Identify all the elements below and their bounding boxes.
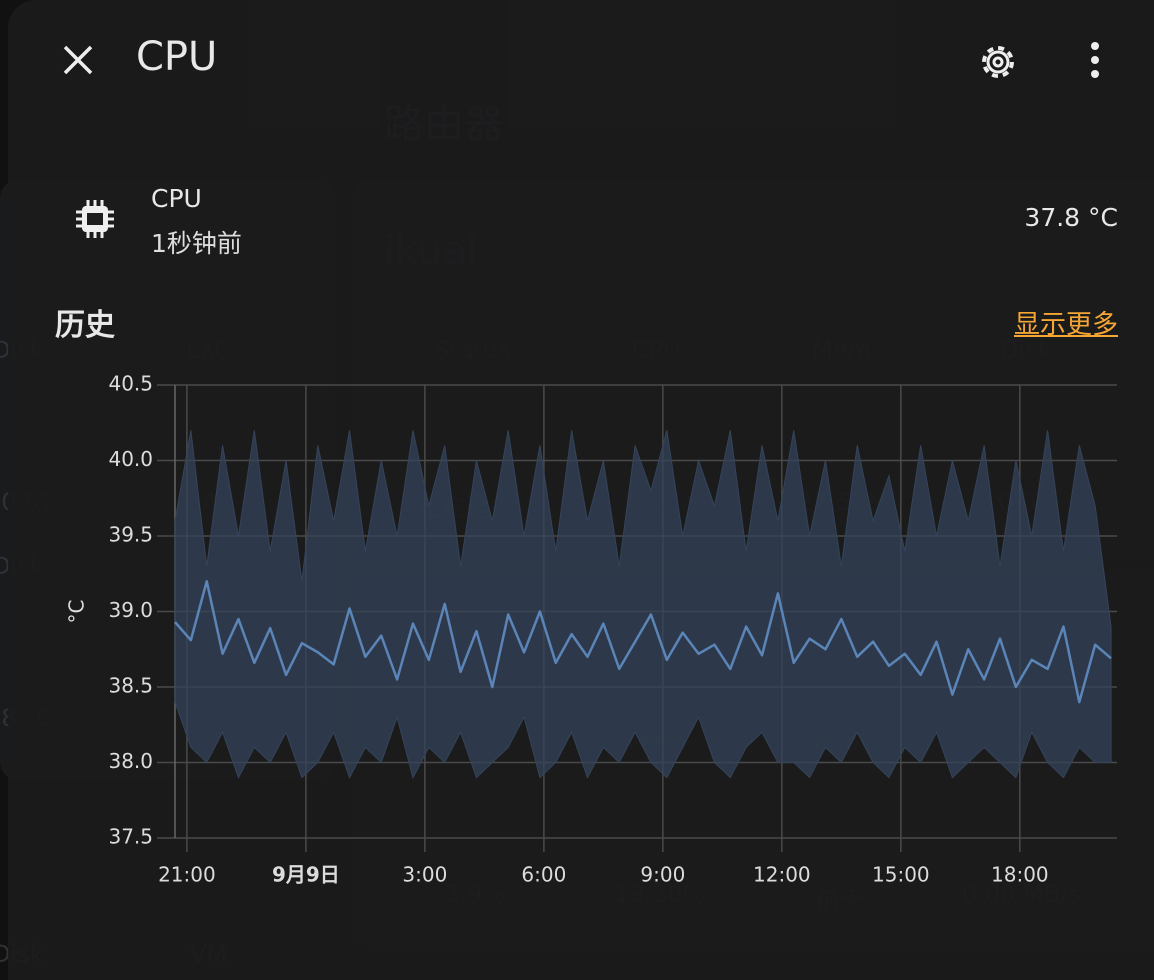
y-tick-label: 38.0 (108, 749, 153, 773)
x-tick-label: 12:00 (753, 863, 811, 887)
history-title: 历史 (55, 308, 115, 343)
y-axis-label: °C (65, 600, 89, 624)
settings-button[interactable] (976, 40, 1020, 84)
y-tick-label: 40.5 (108, 372, 153, 396)
dot (1091, 70, 1099, 78)
y-tick-label: 37.5 (108, 825, 153, 849)
y-tick-label: 38.5 (108, 674, 153, 698)
dot (1091, 56, 1099, 64)
x-tick-label: 3:00 (402, 863, 447, 887)
y-tick-label: 39.5 (108, 523, 153, 547)
x-tick-label: 9:00 (640, 863, 685, 887)
entity-state: 37.8 °C (1024, 203, 1118, 232)
x-tick-label: 15:00 (872, 863, 930, 887)
gear-icon (992, 56, 1004, 68)
y-tick-label: 40.0 (108, 447, 153, 471)
x-tick-label: 9月9日 (272, 863, 340, 887)
chip-icon (76, 200, 114, 238)
y-tick-label: 39.0 (108, 598, 153, 622)
close-button[interactable] (60, 42, 96, 78)
dialog-title: CPU (136, 34, 218, 80)
x-tick-label: 18:00 (991, 863, 1049, 887)
gear-icon (986, 50, 1010, 74)
chart: 37.5 38.0 38.5 39.0 39.5 40.0 40.5 21:00 9月9日 3:0… (65, 372, 1117, 887)
entity-updated: 1秒钟前 (151, 229, 242, 258)
show-more-link[interactable]: 显示更多 (1013, 310, 1118, 340)
x-tick-label: 6:00 (521, 863, 566, 887)
x-tick-label: 21:00 (158, 863, 216, 887)
dot (1091, 42, 1099, 50)
close-icon (63, 45, 93, 75)
menu-button[interactable] (1084, 40, 1106, 80)
gear-icon (982, 46, 1014, 78)
range-band (174, 430, 1112, 779)
entity-name: CPU (151, 184, 202, 213)
line (174, 580, 1112, 704)
